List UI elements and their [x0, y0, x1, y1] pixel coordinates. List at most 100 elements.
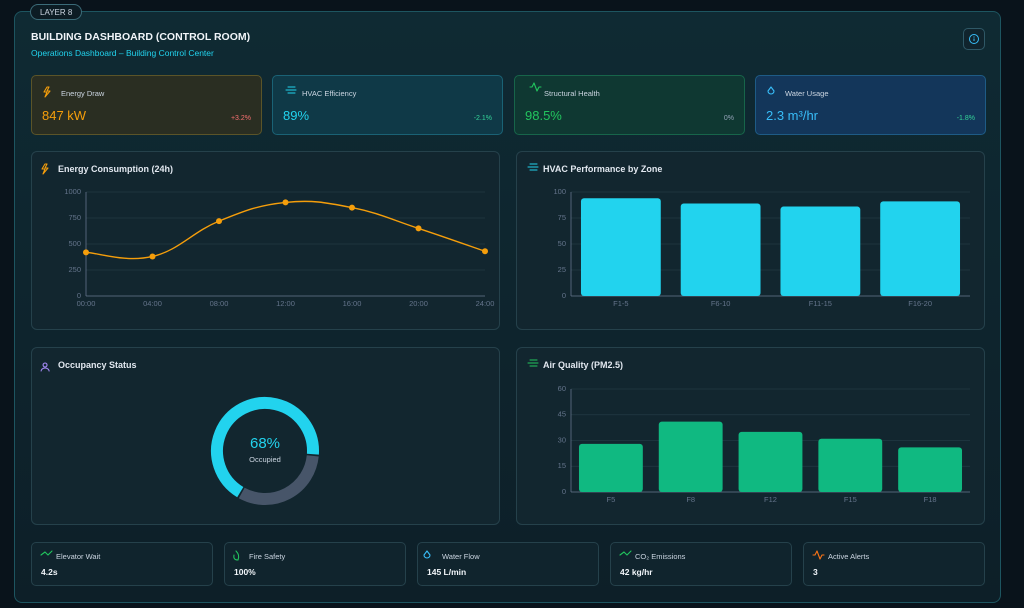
kpi-change: -2.1%: [473, 115, 492, 122]
bar: [578, 443, 643, 492]
kpi-card: Water Usage 2.3 m³/hr -1.8%: [755, 75, 986, 135]
page-title: BUILDING DASHBOARD (CONTROL ROOM): [31, 31, 251, 43]
icon: [529, 82, 542, 92]
stat-value: 3: [813, 567, 818, 577]
y-tick-label: 1000: [64, 187, 81, 196]
stat-value: 145 L/min: [427, 567, 467, 577]
layer-badge: LAYER 8: [30, 4, 83, 20]
stat-card: Water Flow 145 L/min: [417, 542, 599, 586]
x-tick-label: F5: [607, 495, 616, 504]
icon: [285, 86, 297, 94]
bar: [738, 431, 803, 492]
kpi-label: Water Usage: [785, 89, 829, 98]
chart-panel: [31, 151, 500, 330]
icon: [423, 550, 431, 559]
center-label: 68%: [250, 435, 280, 452]
kpi-change: +3.2%: [230, 115, 251, 122]
x-tick-label: 16:00: [343, 299, 362, 308]
kpi-value: 847 kW: [42, 108, 87, 123]
kpi-card: Energy Draw 847 kW +3.2%: [31, 75, 262, 135]
kpi-label: Energy Draw: [61, 89, 105, 98]
y-tick-label: 30: [558, 435, 566, 444]
point: [216, 218, 222, 225]
y-tick-label: 25: [558, 265, 566, 274]
chart-title: Air Quality (PM2.5): [543, 360, 624, 370]
icon: [41, 163, 49, 175]
stat-label: Fire Safety: [249, 552, 286, 561]
point: [149, 253, 156, 260]
chart-title: HVAC Performance by Zone: [543, 164, 663, 174]
icon: [233, 550, 240, 561]
x-tick-label: F16-20: [908, 299, 932, 308]
kpi-value: 2.3 m³/hr: [766, 108, 819, 123]
y-tick-label: 250: [68, 265, 81, 274]
y-tick-label: 45: [558, 410, 566, 419]
bar: [680, 203, 761, 296]
bar: [898, 447, 963, 492]
stat-label: Active Alerts: [828, 552, 870, 561]
y-tick-label: 750: [68, 213, 81, 222]
x-tick-label: 12:00: [276, 299, 295, 308]
point: [349, 204, 355, 211]
x-tick-label: F1-5: [613, 299, 628, 308]
icon: [43, 86, 51, 98]
x-tick-label: F12: [764, 495, 777, 504]
donut-segment: [211, 397, 319, 498]
stat-value: 100%: [234, 567, 256, 577]
chart-title: Energy Consumption (24h): [58, 164, 174, 174]
x-tick-label: 20:00: [409, 299, 428, 308]
kpi-change: -1.8%: [956, 115, 975, 122]
x-tick-label: F18: [924, 495, 937, 504]
icon: [812, 550, 825, 560]
kpi-label: Structural Health: [544, 89, 600, 98]
page-subtitle: Operations Dashboard – Building Control …: [31, 48, 214, 58]
bar: [580, 198, 661, 296]
icon: [40, 550, 53, 556]
y-tick-label: 75: [558, 213, 566, 222]
x-tick-label: 04:00: [143, 299, 162, 308]
y-tick-label: 15: [558, 461, 566, 470]
icon: [619, 550, 632, 556]
stat-card: Elevator Wait 4.2s: [31, 542, 213, 586]
x-tick-label: F11-15: [809, 299, 832, 308]
y-tick-label: 0: [77, 291, 81, 300]
stat-label: CO₂ Emissions: [635, 552, 686, 561]
point: [482, 248, 488, 255]
donut-segment: [238, 454, 319, 505]
x-tick-label: 08:00: [210, 299, 229, 308]
kpi-value: 98.5%: [525, 108, 562, 123]
icon: [527, 359, 539, 367]
icon: [527, 163, 539, 171]
stat-value: 4.2s: [41, 567, 58, 577]
chart-title: Occupancy Status: [58, 360, 137, 370]
kpi-value: 89%: [283, 108, 310, 123]
x-tick-label: F8: [686, 495, 695, 504]
icon: [40, 362, 50, 372]
bar: [780, 206, 861, 296]
line: [85, 200, 486, 260]
kpi-card: Structural Health 98.5% 0%: [514, 75, 745, 135]
x-tick-label: F15: [844, 495, 857, 504]
stat-card: CO₂ Emissions 42 kg/hr: [610, 542, 792, 586]
stat-card: Fire Safety 100%: [224, 542, 406, 586]
y-tick-label: 0: [562, 487, 566, 496]
info-button[interactable]: [963, 28, 985, 50]
stat-label: Elevator Wait: [56, 552, 101, 561]
icon: [767, 86, 775, 95]
x-tick-label: 24:00: [476, 299, 495, 308]
point: [415, 225, 422, 232]
stat-value: 42 kg/hr: [620, 567, 653, 577]
kpi-change: 0%: [723, 115, 734, 122]
point: [83, 249, 89, 256]
y-tick-label: 50: [558, 239, 566, 248]
x-tick-label: F6-10: [711, 299, 731, 308]
stat-card: Active Alerts 3: [803, 542, 985, 586]
point: [282, 199, 289, 206]
kpi-label: HVAC Efficiency: [302, 89, 357, 98]
y-tick-label: 100: [553, 187, 566, 196]
stat-label: Water Flow: [442, 552, 480, 561]
bar: [818, 438, 883, 492]
x-tick-label: 00:00: [77, 299, 96, 308]
